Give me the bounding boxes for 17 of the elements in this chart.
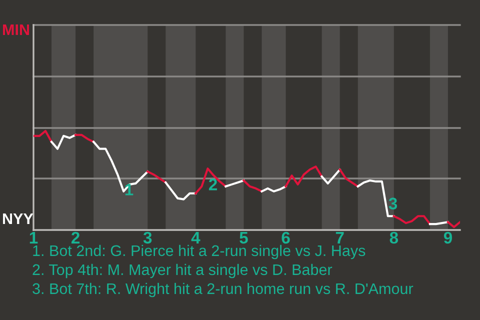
text: 3. Bot 7th: R. Wright hit a 2-run home run vs R. D'Amour: [32, 282, 414, 298]
x-tick-label: 5: [240, 232, 248, 244]
x-tick-label: 4: [191, 232, 200, 244]
x-tick-label: 6: [282, 232, 290, 244]
x-tick-label: 3: [143, 232, 152, 244]
x-tick-label: 7: [336, 232, 344, 244]
text: NYY: [3, 213, 34, 224]
x-tick-label: 8: [390, 232, 398, 244]
annotation: 3: [388, 198, 398, 210]
text: 1. Bot 2nd: G. Pierce hit a 2-run single vs J. Hays: [33, 244, 366, 260]
annotation: 2: [208, 178, 217, 190]
annotation: 1: [125, 184, 134, 196]
x-tick-label: 2: [71, 232, 80, 244]
text: 2. Top 4th: M. Mayer hit a single vs D. Baber: [32, 264, 332, 278]
text: MIN: [3, 24, 29, 35]
x-tick-label: 1: [30, 232, 38, 244]
x-tick-label: 9: [444, 232, 452, 244]
